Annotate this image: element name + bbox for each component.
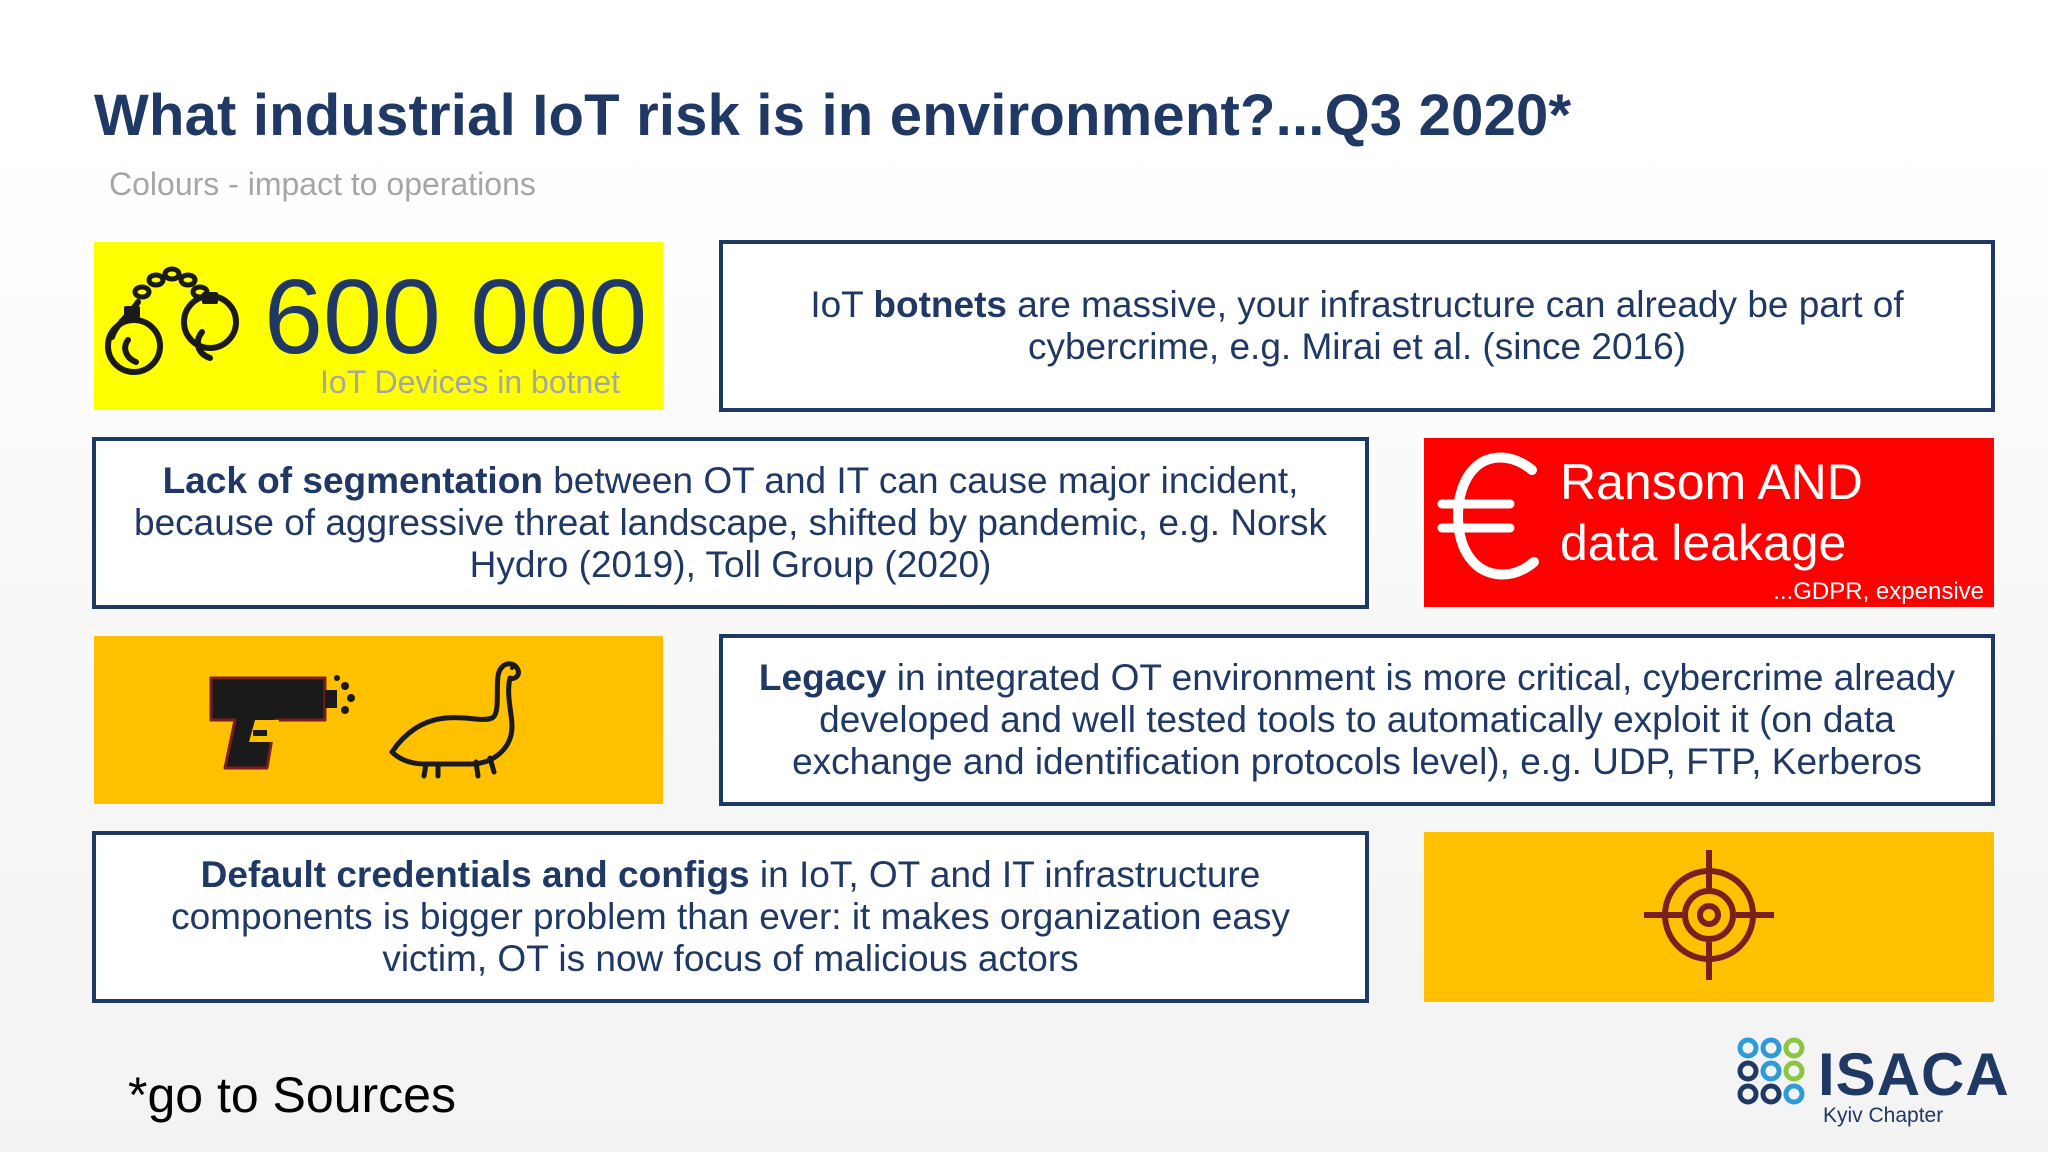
ransom-title-line1: Ransom AND: [1560, 454, 1863, 510]
credentials-bold-term: Default credentials and configs: [200, 854, 750, 895]
legacy-bold-term: Legacy: [758, 657, 887, 698]
botnets-text-after: are massive, your infrastructure can alr…: [1007, 284, 1904, 367]
page-title: What industrial IoT risk is in environme…: [94, 83, 1572, 148]
spray-gun-icon: [209, 675, 355, 770]
sources-footnote: *go to Sources: [128, 1067, 456, 1123]
isaca-chapter-label: Kyiv Chapter: [1823, 1104, 1944, 1127]
botnet-device-count: 600 000: [264, 258, 648, 376]
ransom-title-line2: data leakage: [1560, 515, 1847, 571]
ransom-note: ...GDPR, expensive: [1773, 578, 1984, 605]
handcuffs-icon: [105, 266, 239, 375]
isaca-logo-mark: [1737, 1037, 1805, 1105]
euro-icon: [1437, 452, 1539, 580]
segmentation-card: Lack of segmentation between OT and IT c…: [92, 437, 1369, 609]
botnet-stat-caption: IoT Devices in botnet: [320, 364, 621, 400]
legacy-card: Legacy in integrated OT environment is m…: [719, 634, 1995, 806]
segmentation-text: between OT and IT can cause major incide…: [134, 460, 1327, 585]
isaca-logo-text: ISACA: [1818, 1041, 2010, 1108]
botnets-card: IoT botnets are massive, your infrastruc…: [719, 240, 1995, 412]
page-subtitle: Colours - impact to operations: [109, 166, 536, 202]
legacy-icon-box: [94, 636, 663, 804]
dinosaur-icon: [389, 661, 521, 779]
crosshair-target-icon: [1644, 850, 1774, 980]
ransom-title: Ransom AND data leakage: [1560, 452, 1863, 574]
credentials-text: in IoT, OT and IT infrastructure compone…: [171, 854, 1290, 979]
credentials-card: Default credentials and configs in IoT, …: [92, 831, 1369, 1003]
segmentation-bold-term: Lack of segmentation: [162, 460, 543, 501]
botnets-bold-term: botnets: [873, 284, 1008, 325]
legacy-text: in integrated OT environment is more cri…: [792, 657, 1956, 782]
botnet-stat-box: [94, 242, 663, 410]
botnets-text-before: IoT: [810, 284, 874, 325]
